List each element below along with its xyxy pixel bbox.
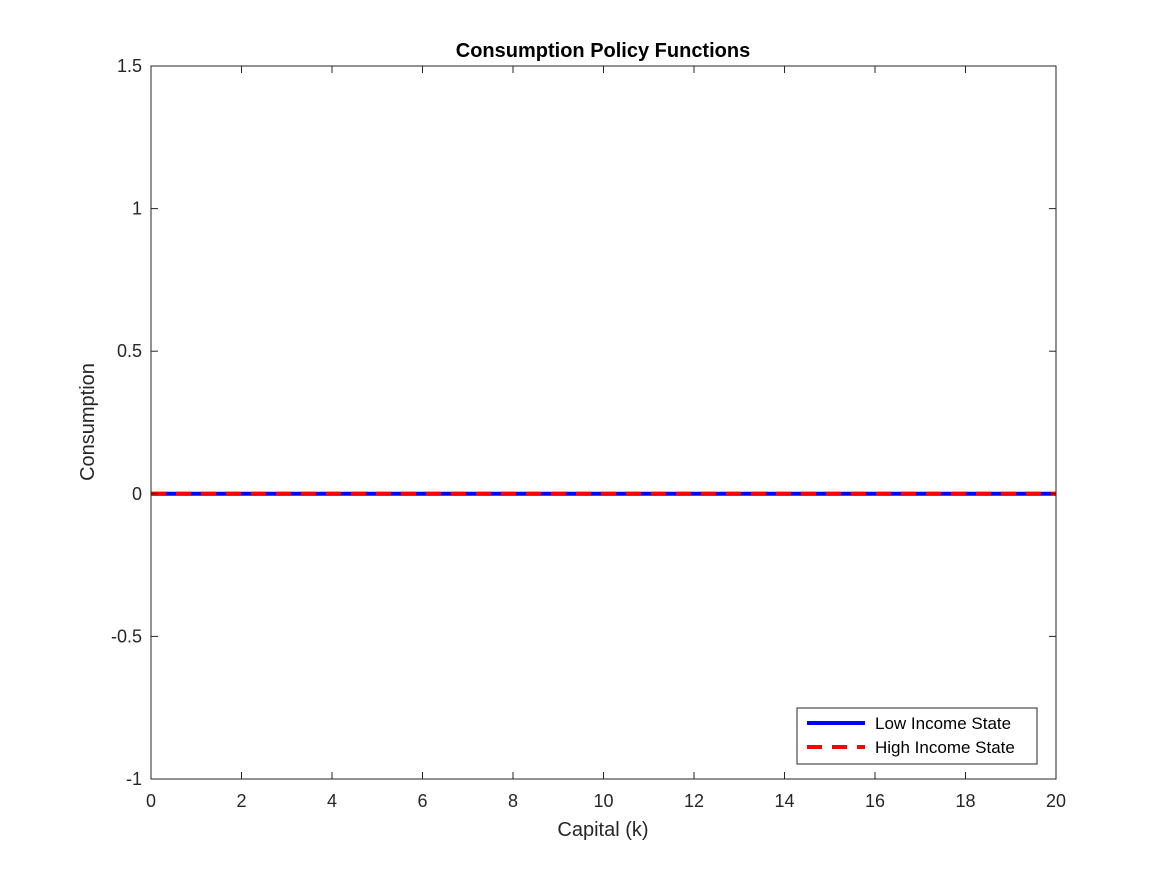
plot-area (151, 66, 1056, 779)
chart-title: Consumption Policy Functions (456, 40, 750, 62)
x-tick-label: 6 (417, 791, 427, 811)
x-tick-label: 20 (1046, 791, 1066, 811)
axes-layer: 0 2 4 6 8 10 12 14 16 18 20 -1 -0.5 0 0.5 1 1.5 (111, 56, 1066, 811)
y-axis-label: Consumption (77, 363, 99, 481)
y-tick-label: 0 (132, 484, 142, 504)
x-tick-label: 16 (865, 791, 885, 811)
x-axis-label: Capital (k) (557, 819, 648, 841)
x-tick-label: 10 (593, 791, 613, 811)
y-tick-label: 0.5 (117, 341, 142, 361)
y-tick-label: -0.5 (111, 626, 142, 646)
legend: Low Income State High Income State (796, 707, 1038, 765)
x-tick-label: 4 (327, 791, 337, 811)
x-tick-label: 8 (508, 791, 518, 811)
x-tick-label: 18 (955, 791, 975, 811)
y-tick-label: 1 (132, 199, 142, 219)
x-tick-label: 2 (236, 791, 246, 811)
legend-label-2: High Income State (875, 738, 1015, 757)
y-tick-label: 1.5 (117, 56, 142, 76)
y-tick-label: -1 (126, 769, 142, 789)
x-tick-label: 12 (684, 791, 704, 811)
x-tick-label: 14 (774, 791, 794, 811)
x-tick-label: 0 (146, 791, 156, 811)
legend-box (796, 707, 1038, 765)
legend-label-1: Low Income State (875, 714, 1011, 733)
